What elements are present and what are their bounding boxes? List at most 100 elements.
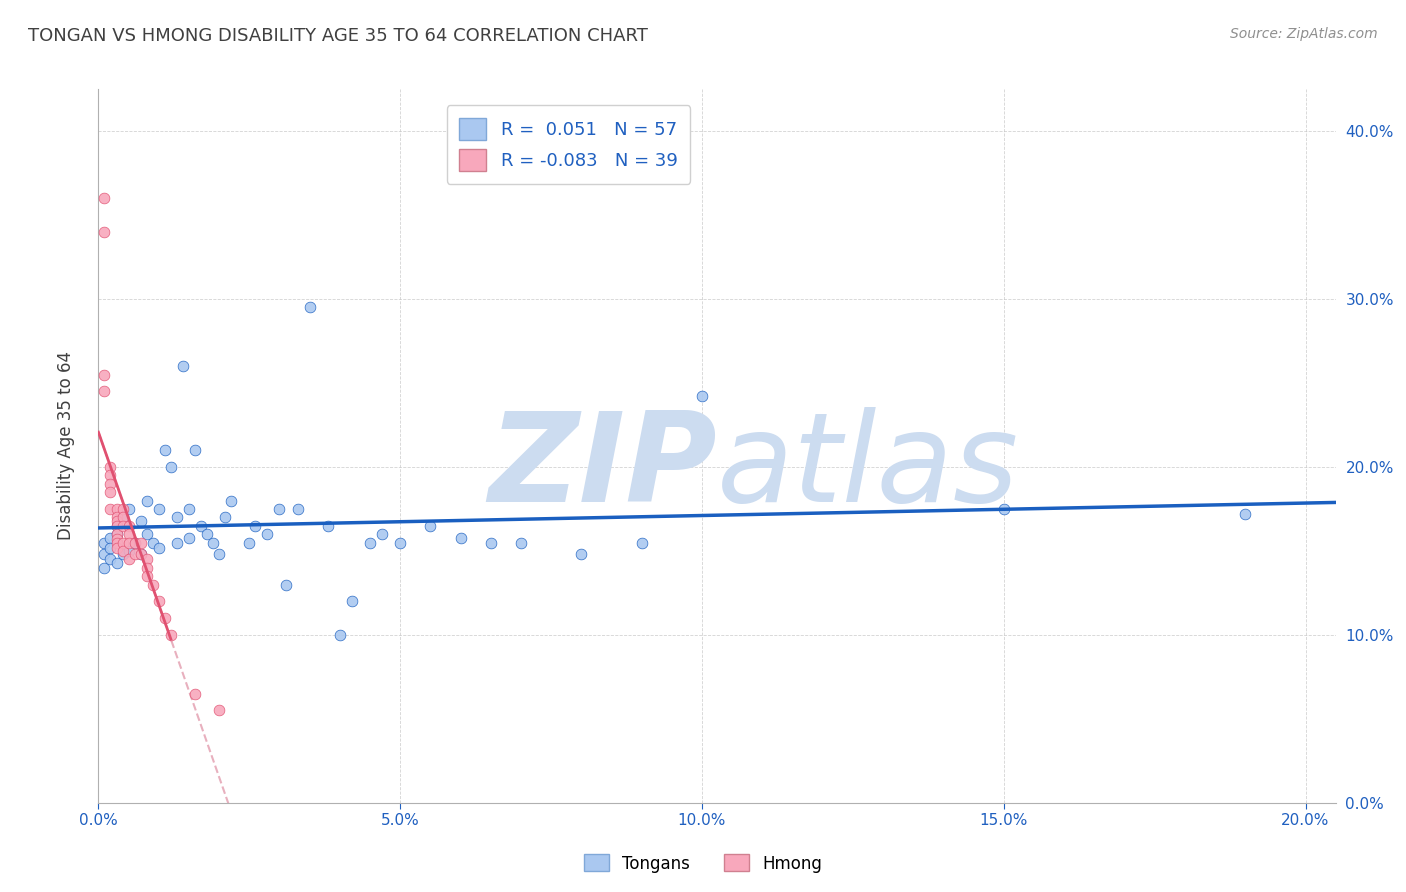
Point xyxy=(105,527,128,541)
Text: ZIP: ZIP xyxy=(488,407,717,528)
Point xyxy=(105,510,128,524)
Point xyxy=(135,493,157,508)
Point xyxy=(111,510,134,524)
Point xyxy=(135,552,157,566)
Point xyxy=(245,518,267,533)
Point xyxy=(135,527,157,541)
Point xyxy=(371,527,394,541)
Point xyxy=(100,460,122,475)
Text: TONGAN VS HMONG DISABILITY AGE 35 TO 64 CORRELATION CHART: TONGAN VS HMONG DISABILITY AGE 35 TO 64 … xyxy=(28,27,648,45)
Point xyxy=(569,547,592,561)
Point xyxy=(117,552,139,566)
Point xyxy=(93,535,115,549)
Point xyxy=(105,527,128,541)
Point xyxy=(93,547,115,561)
Point xyxy=(479,535,502,549)
Point xyxy=(184,443,207,458)
Point xyxy=(219,493,242,508)
Point xyxy=(100,531,122,545)
Point xyxy=(166,510,188,524)
Point xyxy=(105,514,128,528)
Point xyxy=(298,301,321,315)
Point xyxy=(93,560,115,574)
Point xyxy=(184,687,207,701)
Point xyxy=(111,518,134,533)
Point xyxy=(142,535,165,549)
Point xyxy=(100,485,122,500)
Point xyxy=(993,502,1015,516)
Point xyxy=(142,577,165,591)
Point xyxy=(450,531,472,545)
Point xyxy=(340,594,363,608)
Point xyxy=(100,541,122,555)
Point xyxy=(105,518,128,533)
Point xyxy=(509,535,531,549)
Point xyxy=(135,560,157,574)
Point xyxy=(129,535,152,549)
Point xyxy=(129,547,152,561)
Point xyxy=(135,569,157,583)
Point xyxy=(166,535,188,549)
Point xyxy=(93,384,115,399)
Point xyxy=(105,541,128,555)
Point xyxy=(177,502,200,516)
Point xyxy=(153,443,176,458)
Point xyxy=(111,510,134,524)
Point xyxy=(148,541,170,555)
Point xyxy=(419,518,441,533)
Point xyxy=(160,460,183,475)
Point xyxy=(105,556,128,570)
Legend: Tongans, Hmong: Tongans, Hmong xyxy=(578,847,828,880)
Point xyxy=(238,535,260,549)
Point xyxy=(287,502,309,516)
Point xyxy=(1234,507,1257,521)
Text: Source: ZipAtlas.com: Source: ZipAtlas.com xyxy=(1230,27,1378,41)
Point xyxy=(190,518,212,533)
Point xyxy=(172,359,194,374)
Point xyxy=(100,468,122,483)
Point xyxy=(329,628,352,642)
Point xyxy=(111,535,134,549)
Point xyxy=(100,502,122,516)
Point xyxy=(124,535,146,549)
Point xyxy=(105,532,128,546)
Point xyxy=(690,389,713,403)
Point xyxy=(105,502,128,516)
Point xyxy=(100,476,122,491)
Point xyxy=(117,544,139,558)
Legend: R =  0.051   N = 57, R = -0.083   N = 39: R = 0.051 N = 57, R = -0.083 N = 39 xyxy=(447,105,690,184)
Point xyxy=(160,628,183,642)
Point xyxy=(269,502,291,516)
Point xyxy=(630,535,652,549)
Point xyxy=(117,527,139,541)
Point xyxy=(124,547,146,561)
Point xyxy=(111,544,134,558)
Point xyxy=(148,502,170,516)
Point xyxy=(129,547,152,561)
Point xyxy=(93,191,115,205)
Point xyxy=(117,502,139,516)
Point xyxy=(202,535,225,549)
Point xyxy=(124,535,146,549)
Point xyxy=(105,518,128,533)
Point xyxy=(153,611,176,625)
Point xyxy=(93,368,115,382)
Point xyxy=(117,535,139,549)
Point xyxy=(111,547,134,561)
Point xyxy=(389,535,412,549)
Text: atlas: atlas xyxy=(717,407,1019,528)
Point xyxy=(274,577,297,591)
Point xyxy=(316,518,339,533)
Point xyxy=(214,510,236,524)
Point xyxy=(177,531,200,545)
Y-axis label: Disability Age 35 to 64: Disability Age 35 to 64 xyxy=(56,351,75,541)
Point xyxy=(117,518,139,533)
Point xyxy=(208,547,231,561)
Point xyxy=(111,502,134,516)
Point xyxy=(195,527,218,541)
Point xyxy=(208,703,231,717)
Point xyxy=(148,594,170,608)
Point xyxy=(359,535,381,549)
Point xyxy=(105,535,128,549)
Point xyxy=(93,225,115,239)
